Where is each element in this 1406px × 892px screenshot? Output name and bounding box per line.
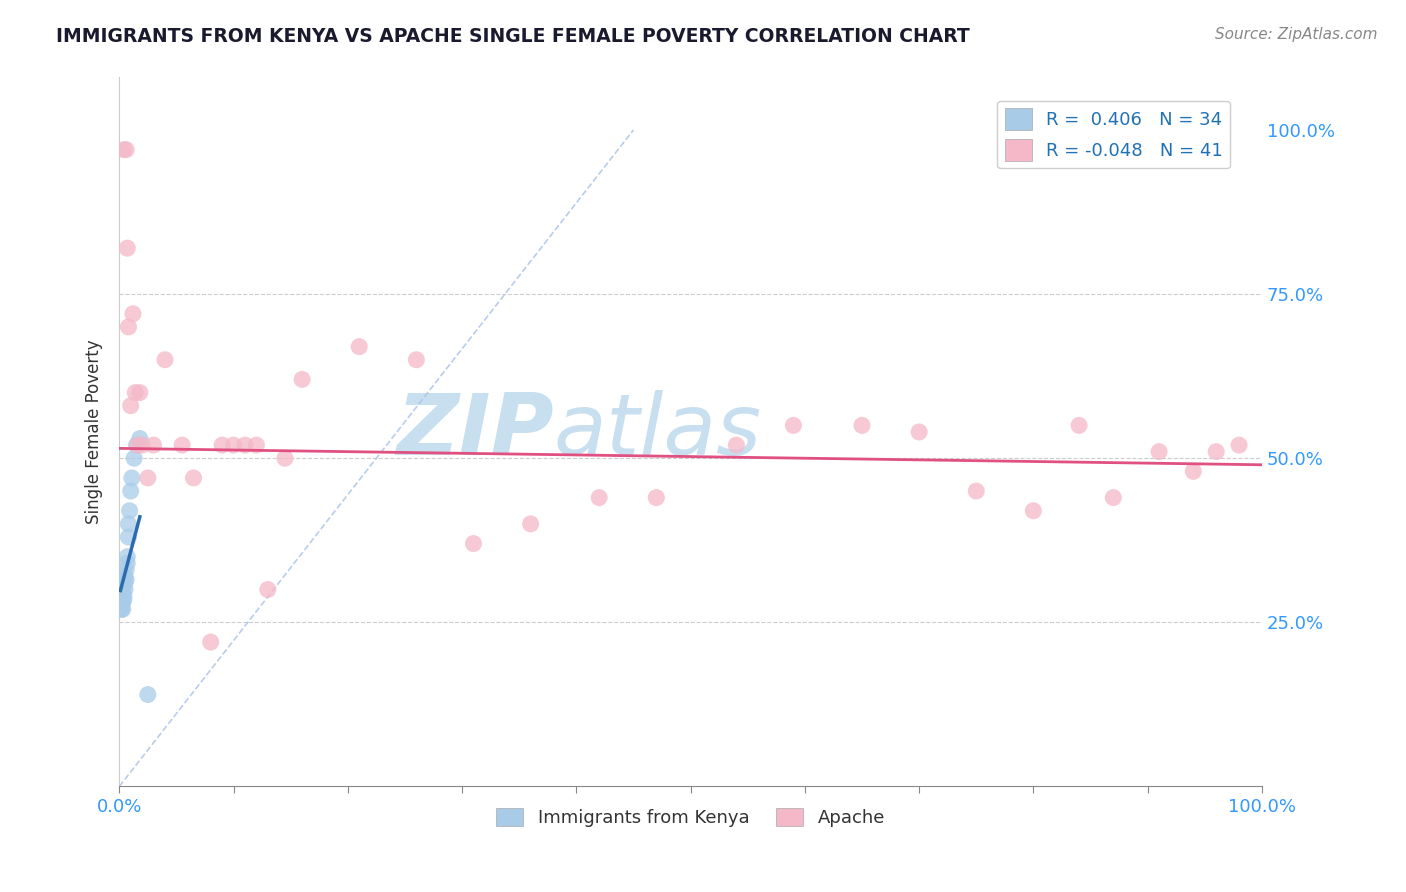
Point [110,592,132,607]
Point [725,438,748,452]
Point [114,576,136,591]
Point [127,438,149,452]
Point [111,602,134,616]
Point [111,596,134,610]
Point [114,569,136,583]
Point [645,491,668,505]
Text: IMMIGRANTS FROM KENYA VS APACHE SINGLE FEMALE POVERTY CORRELATION CHART: IMMIGRANTS FROM KENYA VS APACHE SINGLE F… [56,27,970,45]
Point [128,432,150,446]
Point [110,602,132,616]
Point [519,516,541,531]
Point [782,418,804,433]
Point [112,592,135,607]
Point [117,530,139,544]
Point [256,582,278,597]
Point [112,589,135,603]
Point [291,372,314,386]
Point [1147,444,1170,458]
Point [110,589,132,603]
Point [115,143,138,157]
Point [851,418,873,433]
Point [112,143,135,157]
Point [111,592,134,607]
Point [172,438,194,452]
Point [117,516,139,531]
Point [112,569,135,583]
Point [111,586,134,600]
Point [1205,444,1227,458]
Point [347,340,370,354]
Point [120,399,142,413]
Point [110,596,132,610]
Point [463,536,485,550]
Point [117,556,139,570]
Point [122,451,145,466]
Point [110,582,132,597]
Point [908,425,931,439]
Point [124,385,146,400]
Point [110,589,132,603]
Point [128,385,150,400]
Point [117,241,139,255]
Point [125,438,148,452]
Text: Source: ZipAtlas.com: Source: ZipAtlas.com [1215,27,1378,42]
Point [222,438,245,452]
Point [1022,504,1045,518]
Point [114,582,136,597]
Point [183,471,205,485]
Point [1102,491,1125,505]
Point [965,484,987,499]
Point [131,438,153,452]
Y-axis label: Single Female Poverty: Single Female Poverty [86,340,103,524]
Point [1227,438,1250,452]
Point [136,471,159,485]
Point [211,438,233,452]
Point [120,484,142,499]
Point [117,319,139,334]
Point [110,596,132,610]
Text: atlas: atlas [554,391,762,474]
Point [142,438,165,452]
Point [274,451,297,466]
Point [588,491,610,505]
Point [122,307,145,321]
Point [233,438,256,452]
Point [115,563,138,577]
Point [1182,464,1205,478]
Legend: Immigrants from Kenya, Apache: Immigrants from Kenya, Apache [489,800,893,834]
Point [111,582,134,597]
Point [110,586,132,600]
Point [112,576,135,591]
Point [115,573,138,587]
Point [200,635,222,649]
Point [153,352,176,367]
Point [110,602,132,616]
Point [1067,418,1090,433]
Point [405,352,427,367]
Point [118,504,141,518]
Text: ZIP: ZIP [396,391,554,474]
Point [136,688,159,702]
Point [245,438,267,452]
Point [117,549,139,564]
Point [121,471,143,485]
